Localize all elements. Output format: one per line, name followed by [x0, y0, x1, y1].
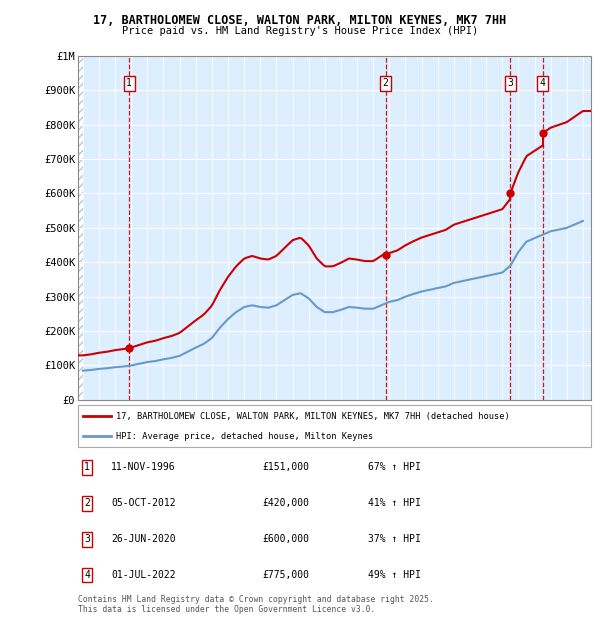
Text: 1: 1 [84, 463, 90, 472]
Text: £151,000: £151,000 [263, 463, 310, 472]
Text: 2: 2 [84, 498, 90, 508]
Text: £775,000: £775,000 [263, 570, 310, 580]
Text: 05-OCT-2012: 05-OCT-2012 [112, 498, 176, 508]
Text: 41% ↑ HPI: 41% ↑ HPI [368, 498, 421, 508]
Text: 3: 3 [84, 534, 90, 544]
Text: 4: 4 [539, 78, 545, 88]
Text: 26-JUN-2020: 26-JUN-2020 [112, 534, 176, 544]
Text: 37% ↑ HPI: 37% ↑ HPI [368, 534, 421, 544]
Text: 17, BARTHOLOMEW CLOSE, WALTON PARK, MILTON KEYNES, MK7 7HH: 17, BARTHOLOMEW CLOSE, WALTON PARK, MILT… [94, 14, 506, 27]
Text: Price paid vs. HM Land Registry's House Price Index (HPI): Price paid vs. HM Land Registry's House … [122, 26, 478, 36]
Text: 2: 2 [383, 78, 389, 88]
Text: 4: 4 [84, 570, 90, 580]
Text: HPI: Average price, detached house, Milton Keynes: HPI: Average price, detached house, Milt… [116, 432, 374, 441]
Text: 17, BARTHOLOMEW CLOSE, WALTON PARK, MILTON KEYNES, MK7 7HH (detached house): 17, BARTHOLOMEW CLOSE, WALTON PARK, MILT… [116, 412, 510, 421]
Text: 3: 3 [507, 78, 513, 88]
Text: 49% ↑ HPI: 49% ↑ HPI [368, 570, 421, 580]
Text: 67% ↑ HPI: 67% ↑ HPI [368, 463, 421, 472]
Text: £420,000: £420,000 [263, 498, 310, 508]
Bar [78, 56, 83, 400]
Text: Contains HM Land Registry data © Crown copyright and database right 2025.
This d: Contains HM Land Registry data © Crown c… [78, 595, 434, 614]
Text: 01-JUL-2022: 01-JUL-2022 [112, 570, 176, 580]
Text: £600,000: £600,000 [263, 534, 310, 544]
Text: 1: 1 [126, 78, 132, 88]
Text: 11-NOV-1996: 11-NOV-1996 [112, 463, 176, 472]
